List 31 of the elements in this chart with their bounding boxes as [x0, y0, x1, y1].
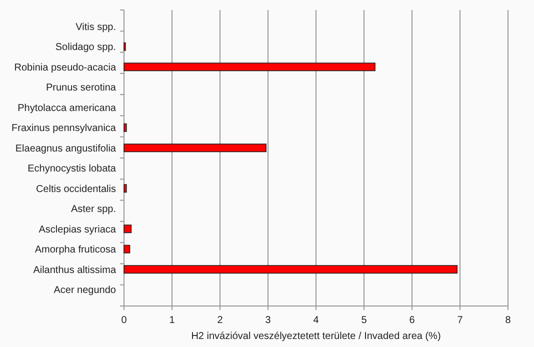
- bar: [124, 265, 458, 274]
- x-tick-label: 6: [409, 315, 416, 326]
- y-tick-label: Vitis spp.: [76, 22, 116, 33]
- y-tick-label: Asclepias syriaca: [38, 224, 116, 236]
- y-tick-label: Aster spp.: [70, 204, 116, 216]
- y-tick-label: Ailanthus altissima: [33, 264, 116, 276]
- y-tick-label: Prunus serotina: [46, 82, 116, 94]
- x-tick-label: 4: [313, 315, 320, 326]
- y-tick-label: Elaeagnus angustifolia: [15, 143, 116, 154]
- x-tick-label: 7: [457, 315, 464, 326]
- bar: [124, 224, 132, 234]
- y-tick-label: Echynocystis lobata: [28, 164, 116, 175]
- y-tick-label: Solidago spp.: [55, 42, 116, 54]
- y-tick-label: Amorpha fruticosa: [34, 244, 116, 256]
- x-tick-label: 0: [121, 315, 128, 326]
- x-tick-label: 8: [505, 315, 512, 326]
- bar: [124, 184, 127, 193]
- x-tick-label: 3: [265, 315, 272, 326]
- bar: [124, 62, 376, 72]
- bar: [124, 244, 130, 254]
- y-tick-label: Phytolacca americana: [18, 102, 116, 114]
- y-tick-label: Celtis occidentalis: [36, 184, 116, 195]
- x-axis-title: H2 invázióval veszélyeztetett területe / Invaded area (%): [191, 331, 441, 342]
- x-tick-label: 5: [361, 315, 368, 326]
- y-tick-label: Acer negundo: [54, 285, 116, 296]
- bar: [124, 123, 127, 132]
- x-tick-label: 2: [217, 315, 224, 326]
- bar: [124, 144, 266, 152]
- x-tick-label: 1: [169, 315, 176, 326]
- y-tick-label: Fraxinus pennsylvanica: [12, 123, 116, 134]
- y-tick-label: Robinia pseudo-acacia: [14, 62, 116, 74]
